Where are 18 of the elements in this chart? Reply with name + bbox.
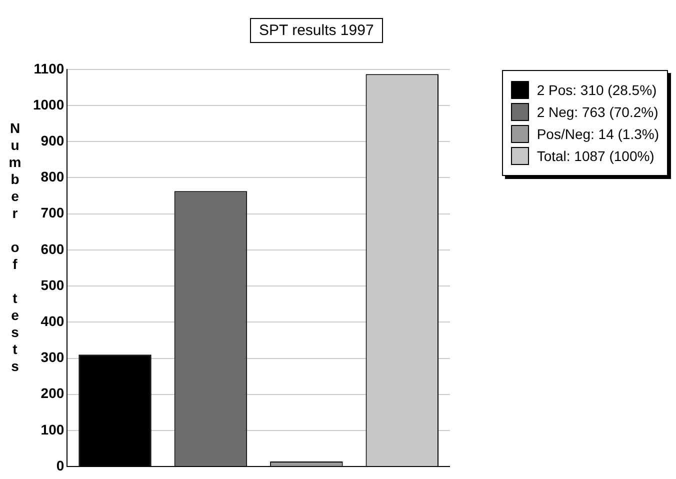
y-tick-label: 1100 [34, 60, 64, 76]
legend-label: 2 Pos: 310 (28.5%) [536, 82, 657, 98]
y-tick-label: 700 [40, 204, 64, 221]
chart-title: SPT results 1997 [250, 18, 383, 43]
y-tick-label: 200 [40, 385, 64, 402]
y-tick-label: 600 [40, 240, 64, 257]
y-tick-label: 0 [56, 457, 64, 474]
y-axis-title: Number of tests [7, 120, 23, 375]
legend-label: 2 Neg: 763 (70.2%) [536, 104, 658, 120]
y-tick-label: 400 [40, 313, 64, 330]
legend-label: Pos/Neg: 14 (1.3%) [536, 126, 659, 142]
y-tick-label: 800 [40, 168, 64, 185]
y-tick-label: 300 [40, 349, 64, 366]
y-tick-label: 100 [40, 421, 64, 438]
y-tick-label: 500 [40, 276, 64, 293]
y-tick-label: 1000 [32, 96, 64, 112]
legend-label: Total: 1087 (100%) [536, 148, 654, 164]
y-tick-label: 900 [40, 132, 64, 148]
